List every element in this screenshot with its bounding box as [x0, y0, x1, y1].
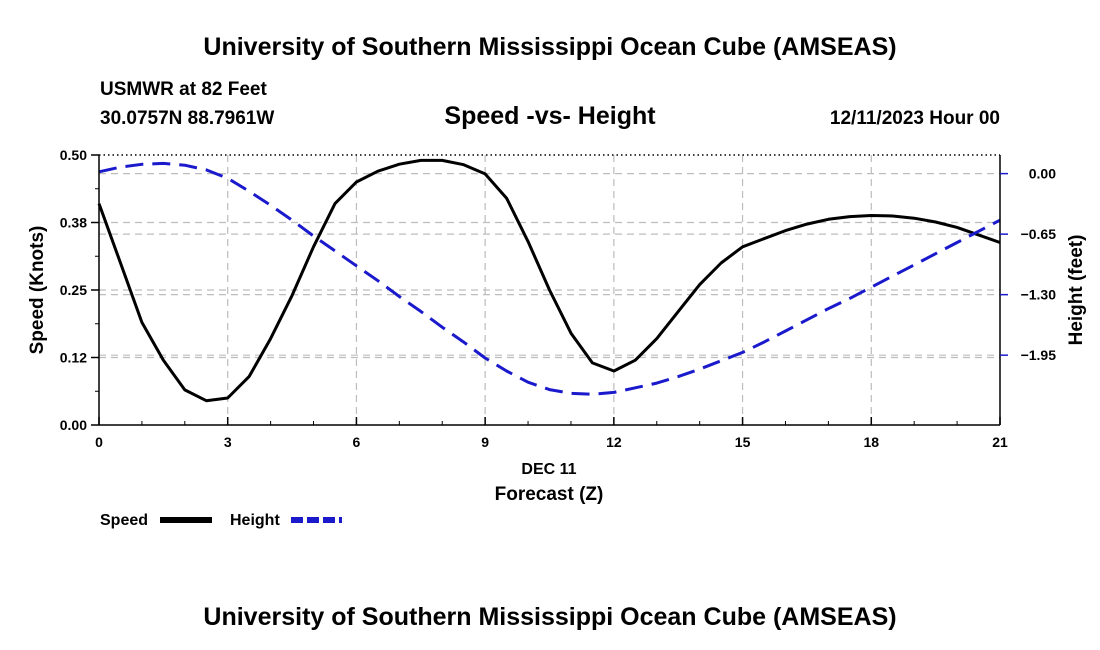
main-title: University of Southern Mississippi Ocean…: [203, 33, 896, 61]
x-tick-label: 21: [992, 434, 1008, 450]
y-right-tick-label: 0.00: [1029, 166, 1056, 182]
series-lines: [97, 158, 1001, 403]
series-line-speed: [97, 158, 1001, 403]
legend: Speed Height: [100, 512, 342, 529]
x-tick-label: 3: [224, 434, 232, 450]
x-tick-label: 9: [481, 434, 489, 450]
x-axis-date: DEC 11: [521, 461, 576, 478]
x-tick-label: 0: [95, 434, 103, 450]
station-label: USMWR at 82 Feet: [100, 79, 267, 100]
y-left-tick-label: 0.25: [60, 282, 87, 298]
y-left-tick-label: 0.50: [60, 147, 87, 163]
x-tick-label: 15: [735, 434, 751, 450]
x-tick-label: 12: [606, 434, 622, 450]
y-right-tick-label: −1.95: [1021, 347, 1057, 363]
y-left-tick-label: 0.38: [60, 215, 87, 231]
y-left-axis-label: Speed (Knots): [27, 226, 48, 355]
axis-ticks: 0 3 6 9 12 15 18 21 0.00 0.12 0.25 0.38 0.50 0.00 −0.6…: [60, 147, 1056, 450]
y-right-axis-label: Height (feet): [1066, 235, 1087, 346]
y-right-tick-label: −1.30: [1021, 287, 1057, 303]
grid-lines: [99, 155, 1000, 425]
legend-label-speed: Speed: [100, 512, 148, 529]
footer-title: University of Southern Mississippi Ocean…: [203, 603, 896, 631]
series-line-height: [98, 161, 1001, 396]
chart-title: Speed -vs- Height: [444, 102, 656, 130]
y-right-tick-label: −0.65: [1021, 226, 1057, 242]
forecast-datetime: 12/11/2023 Hour 00: [830, 108, 1000, 129]
station-coords: 30.0757N 88.7961W: [100, 108, 274, 129]
y-left-tick-label: 0.00: [60, 417, 87, 433]
x-tick-label: 6: [353, 434, 361, 450]
legend-label-height: Height: [230, 512, 280, 529]
y-left-tick-label: 0.12: [60, 350, 87, 366]
x-axis-label: Forecast (Z): [495, 484, 604, 505]
x-tick-label: 18: [863, 434, 879, 450]
